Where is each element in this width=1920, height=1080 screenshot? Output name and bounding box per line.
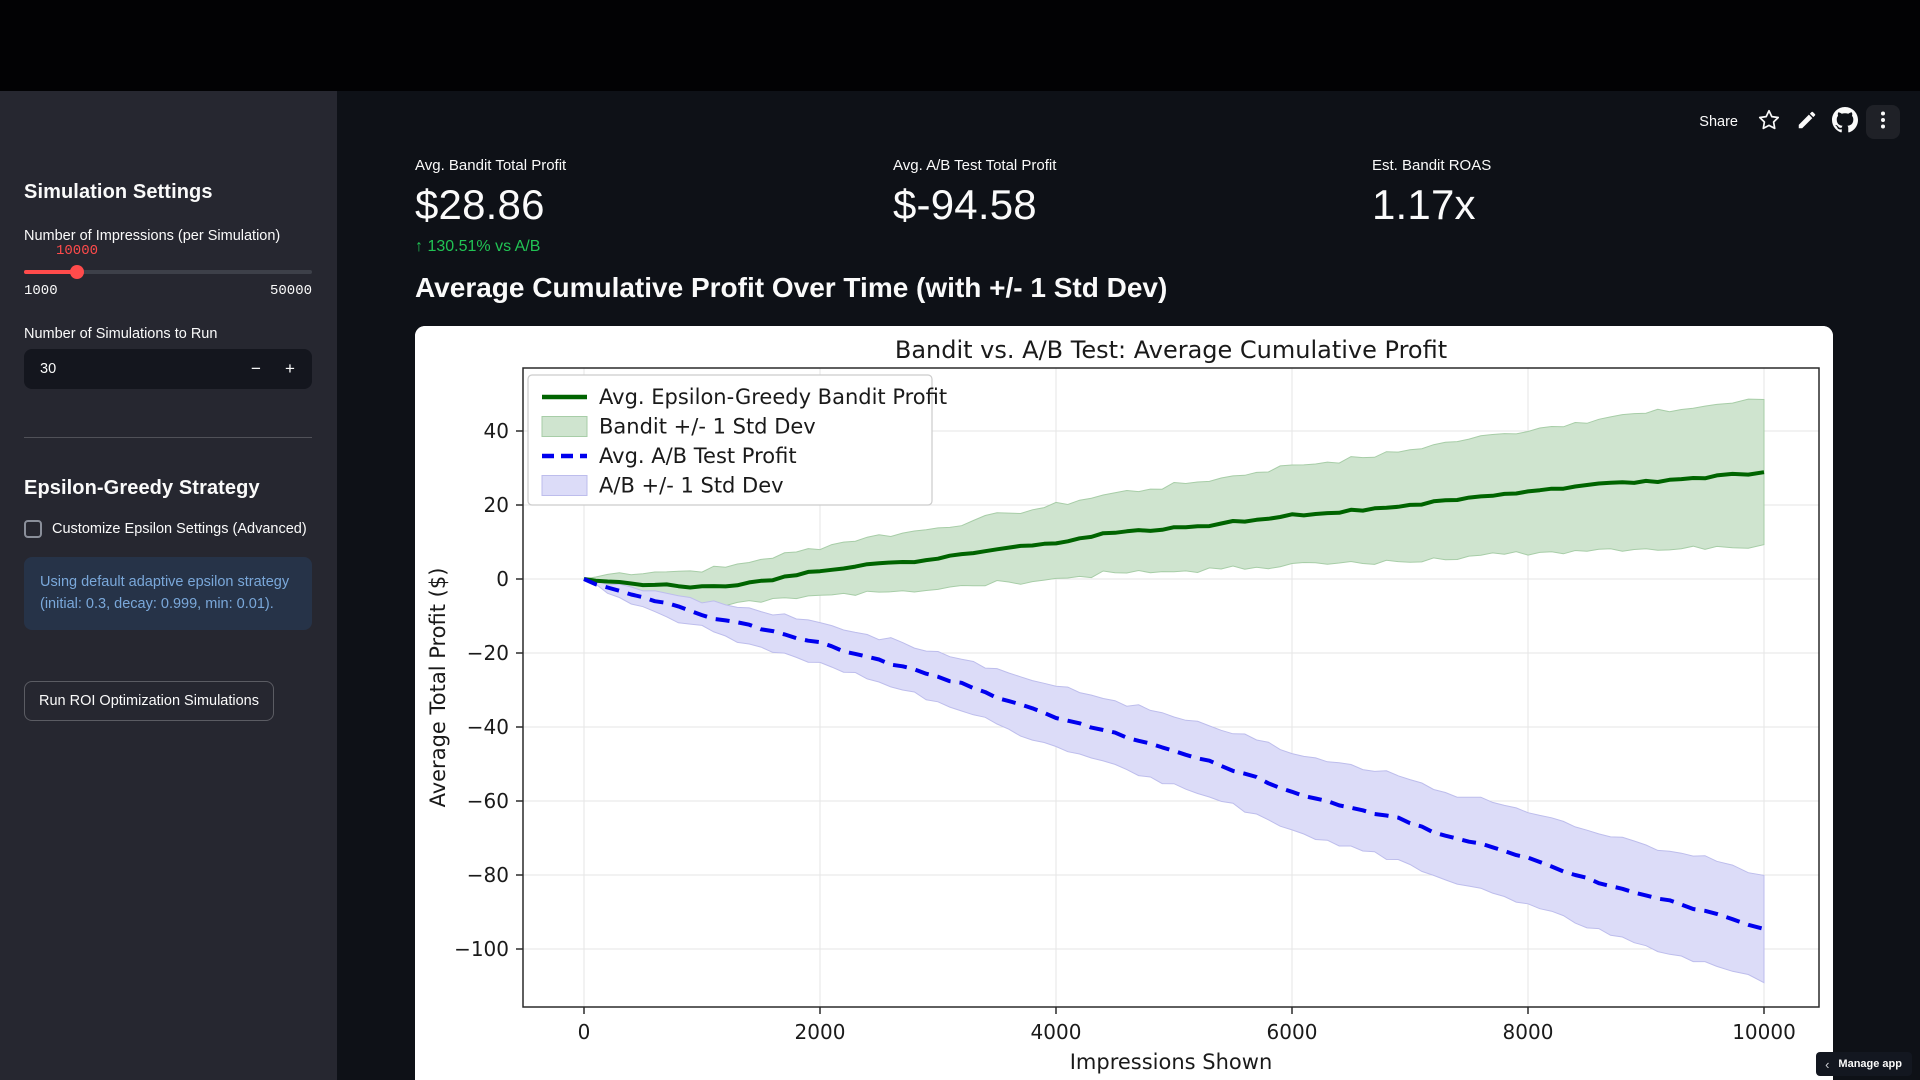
slider-min-label: 1000 — [24, 283, 58, 299]
metric-label: Est. Bandit ROAS — [1372, 157, 1492, 174]
svg-text:−80: −80 — [467, 863, 509, 887]
slider-max-label: 50000 — [269, 283, 312, 299]
simulations-input-value[interactable]: 30 — [40, 361, 57, 377]
kebab-menu-icon — [1871, 108, 1895, 137]
chart-series — [582, 398, 1765, 984]
metric-ab-profit: Avg. A/B Test Total Profit $-94.58 — [893, 156, 1056, 232]
app-header-bar — [0, 0, 1920, 91]
svg-text:Bandit vs. A/B Test: Average C: Bandit vs. A/B Test: Average Cumulative … — [895, 336, 1447, 364]
impressions-slider-label: Number of Impressions (per Simulation) — [24, 228, 281, 244]
app-toolbar: Share — [1689, 104, 1900, 140]
svg-text:6000: 6000 — [1267, 1020, 1318, 1044]
line-Avg. A/B Test Profit — [583, 577, 1765, 931]
epsilon-info-box: Using default adaptive epsilon strategy … — [24, 557, 312, 630]
customize-epsilon-checkbox-row[interactable]: Customize Epsilon Settings (Advanced) — [24, 520, 307, 538]
band-A/B +/- 1 Std Dev — [583, 578, 1765, 984]
metric-delta-text: 130.51% vs A/B — [427, 238, 541, 255]
metric-delta: ↑ 130.51% vs A/B — [415, 236, 566, 258]
svg-text:Bandit +/- 1 Std Dev: Bandit +/- 1 Std Dev — [599, 415, 816, 439]
increment-button[interactable]: + — [274, 349, 306, 389]
chart-legend — [527, 374, 933, 506]
manage-app-label: Manage app — [1838, 1058, 1902, 1070]
metric-value: 1.17x — [1372, 181, 1476, 228]
svg-text:2000: 2000 — [795, 1020, 846, 1044]
sidebar-strategy-header: Epsilon-Greedy Strategy — [24, 477, 260, 499]
svg-text:Avg. Epsilon-Greedy Bandit Pro: Avg. Epsilon-Greedy Bandit Profit — [599, 385, 947, 409]
favorite-star-button[interactable] — [1752, 105, 1786, 139]
chart-section-heading: Average Cumulative Profit Over Time (wit… — [415, 272, 1168, 303]
svg-text:Average Total Profit ($): Average Total Profit ($) — [426, 568, 450, 808]
github-icon — [1832, 106, 1858, 138]
manage-app-button[interactable]: ‹ Manage app — [1816, 1052, 1912, 1076]
epsilon-info-text: Using default adaptive epsilon strategy … — [40, 574, 290, 613]
metric-label: Avg. A/B Test Total Profit — [893, 157, 1057, 174]
svg-text:0: 0 — [496, 567, 509, 591]
star-icon — [1757, 108, 1781, 137]
simulations-number-input[interactable]: 30 − + — [24, 349, 312, 389]
metric-roas: Est. Bandit ROAS 1.17x — [1372, 156, 1491, 232]
profit-chart-card: 0 2000 4000 6000 8000 10000 40 20 0 −20 −40 −60 −80 −… — [415, 326, 1833, 1080]
svg-text:−60: −60 — [467, 789, 509, 813]
svg-text:Impressions Shown: Impressions Shown — [1070, 1050, 1273, 1074]
svg-text:8000: 8000 — [1503, 1020, 1554, 1044]
share-button[interactable]: Share — [1699, 114, 1738, 130]
svg-text:4000: 4000 — [1031, 1020, 1082, 1044]
slider-track[interactable] — [24, 270, 312, 274]
simulations-input-label: Number of Simulations to Run — [24, 326, 218, 342]
chevron-left-icon: ‹ — [1825, 1056, 1830, 1072]
metric-value: $-94.58 — [893, 181, 1037, 228]
sidebar: Simulation Settings Number of Impression… — [0, 91, 337, 1080]
impressions-slider-value: 10000 — [55, 243, 99, 259]
svg-text:10000: 10000 — [1732, 1020, 1796, 1044]
edit-button[interactable] — [1790, 105, 1824, 139]
metric-value: $28.86 — [415, 181, 545, 228]
svg-text:Avg. A/B Test Profit: Avg. A/B Test Profit — [599, 444, 797, 468]
sidebar-divider — [24, 437, 312, 438]
impressions-slider[interactable] — [24, 265, 312, 279]
line-Avg. Epsilon-Greedy Bandit Profit — [583, 470, 1765, 590]
metric-label: Avg. Bandit Total Profit — [415, 157, 567, 174]
customize-epsilon-checkbox-label: Customize Epsilon Settings (Advanced) — [52, 521, 307, 537]
decrement-button[interactable]: − — [240, 349, 272, 389]
slider-fill — [24, 270, 77, 274]
svg-text:−40: −40 — [467, 715, 509, 739]
slider-thumb[interactable] — [70, 265, 84, 279]
svg-text:20: 20 — [484, 493, 509, 517]
profit-chart-figure: 0 2000 4000 6000 8000 10000 40 20 0 −20 −40 −60 −80 −… — [415, 326, 1833, 1080]
github-button[interactable] — [1828, 105, 1862, 139]
svg-text:A/B +/- 1 Std Dev: A/B +/- 1 Std Dev — [599, 474, 784, 498]
band-Bandit +/- 1 Std Dev — [582, 398, 1765, 607]
customize-epsilon-checkbox[interactable] — [24, 520, 42, 538]
svg-text:0: 0 — [578, 1020, 591, 1044]
svg-text:40: 40 — [484, 419, 509, 443]
sidebar-settings-header: Simulation Settings — [24, 181, 213, 203]
up-arrow-icon: ↑ — [415, 238, 423, 255]
chart-ticks — [516, 430, 1765, 1014]
slider-range-labels: 1000 50000 — [24, 283, 312, 299]
pencil-icon — [1796, 109, 1818, 136]
metric-bandit-profit: Avg. Bandit Total Profit $28.86 ↑ 130.51… — [415, 156, 566, 258]
svg-text:−100: −100 — [454, 937, 509, 961]
run-simulations-button[interactable]: Run ROI Optimization Simulations — [24, 681, 274, 721]
overflow-menu-button[interactable] — [1866, 105, 1900, 139]
svg-text:−20: −20 — [467, 641, 509, 665]
